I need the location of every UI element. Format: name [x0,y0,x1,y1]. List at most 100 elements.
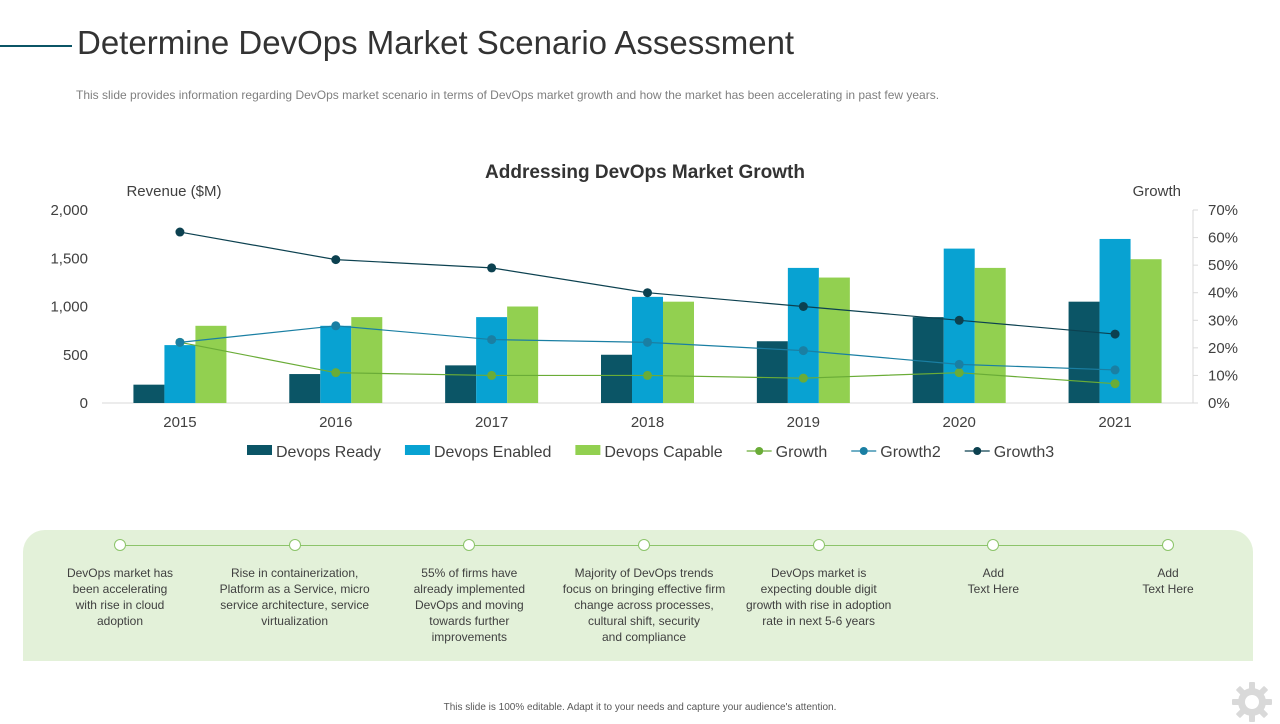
line-point [331,255,341,265]
line-point [643,288,652,298]
bar [1068,301,1100,403]
timeline-text: Rise in containerization, Platform as a … [219,566,370,628]
legend-label: Devops Enabled [434,444,551,461]
bar [943,248,975,403]
bar [818,277,850,403]
line-point [487,335,497,345]
line-point [1110,379,1120,389]
bar [164,345,196,403]
line-point [954,359,964,369]
y2-tick-label: 50% [1208,257,1238,274]
market-growth-chart: Addressing DevOps Market Growth Revenue … [50,162,1238,461]
line-point [175,337,185,347]
bar [787,267,819,403]
bar [133,384,165,403]
y2-tick-label: 70% [1208,202,1238,219]
timeline-item: Rise in containerization, Platform as a … [210,530,380,629]
y2-tick-label: 10% [1208,367,1238,384]
legend-label: Devops Capable [604,444,722,461]
legend-label: Growth3 [994,444,1055,461]
legend-marker [755,447,764,455]
bar [507,306,539,403]
legend-label: Growth [776,444,828,461]
line-point [643,337,652,347]
y2-tick-label: 20% [1208,340,1238,357]
page-subtitle: This slide provides information regardin… [76,88,940,102]
timeline-item: DevOps market is expecting double digit … [734,530,904,629]
legend-label: Growth2 [880,444,941,461]
x-tick-label: 2015 [163,414,196,431]
y2-tick-label: 40% [1208,285,1238,302]
line-point [798,346,808,356]
line-point [798,302,808,311]
line-point [487,263,497,273]
line-point [331,321,341,331]
timeline-dot [114,539,126,551]
y2-tick-label: 0% [1208,395,1230,412]
bar [351,317,383,403]
timeline-text: DevOps market has been accelerating with… [66,566,174,628]
legend-swatch [404,445,430,455]
page-title: Determine DevOps Market Scenario Assessm… [77,24,795,61]
timeline-text: DevOps market is expecting double digit … [745,566,892,628]
y2-axis-label: Growth [1133,183,1181,200]
legend-marker [973,447,982,455]
y-tick-label: 1,000 [50,299,88,316]
line-point [1110,329,1120,339]
line-point [487,370,497,380]
bar [320,325,352,403]
bar [974,267,1006,403]
bar [476,317,508,403]
bar [289,374,321,403]
timeline-text: Add Text Here [1142,566,1194,596]
y-tick-label: 2,000 [50,202,88,219]
bar [601,354,632,403]
line-point [1110,365,1120,375]
legend-swatch [247,445,272,455]
timeline-dot [987,539,1000,551]
bar [756,341,788,403]
bar [1099,238,1131,403]
x-tick-label: 2019 [787,414,820,431]
timeline-item: Add Text Here [1083,530,1253,597]
timeline-item: Add Text Here [908,530,1078,597]
x-tick-label: 2016 [319,414,352,431]
timeline-dot [638,539,650,551]
timeline-text: 55% of firms have already implemented De… [413,566,526,644]
bar [912,317,944,403]
bar [445,365,477,403]
y2-tick-label: 30% [1208,312,1238,329]
x-tick-label: 2021 [1098,414,1131,431]
line-point [331,368,341,378]
bar [1130,259,1162,403]
legend-marker [859,447,868,455]
line-point [954,368,964,378]
y-tick-label: 500 [63,347,88,364]
gear-icon[interactable] [1230,680,1274,724]
footer-note: This slide is 100% editable. Adapt it to… [443,702,837,713]
timeline-dot [463,539,476,551]
timeline-item: Majority of DevOps trends focus on bring… [559,530,729,645]
timeline-panel: DevOps market has been accelerating with… [23,530,1253,661]
y-tick-label: 0 [80,395,88,412]
timeline-dot [288,539,301,551]
line-point [798,373,808,383]
chart-title: Addressing DevOps Market Growth [485,162,805,183]
line-point [954,315,964,325]
timeline-text: Add Text Here [967,566,1019,596]
y2-tick-label: 60% [1208,230,1238,247]
timeline-text: Majority of DevOps trends focus on bring… [562,566,726,644]
line-point [643,370,652,380]
y-axis-label: Revenue ($M) [126,183,221,200]
timeline-item: DevOps market has been accelerating with… [35,530,205,629]
timeline-dot [812,539,825,551]
x-tick-label: 2017 [475,414,508,431]
title-accent-line [0,45,72,47]
legend-swatch [575,445,601,455]
timeline-item: 55% of firms have already implemented De… [384,530,554,645]
timeline-dot [1162,539,1174,551]
bar [663,301,694,403]
bar [632,296,663,403]
legend-label: Devops Ready [276,444,381,461]
line-point [175,227,185,237]
